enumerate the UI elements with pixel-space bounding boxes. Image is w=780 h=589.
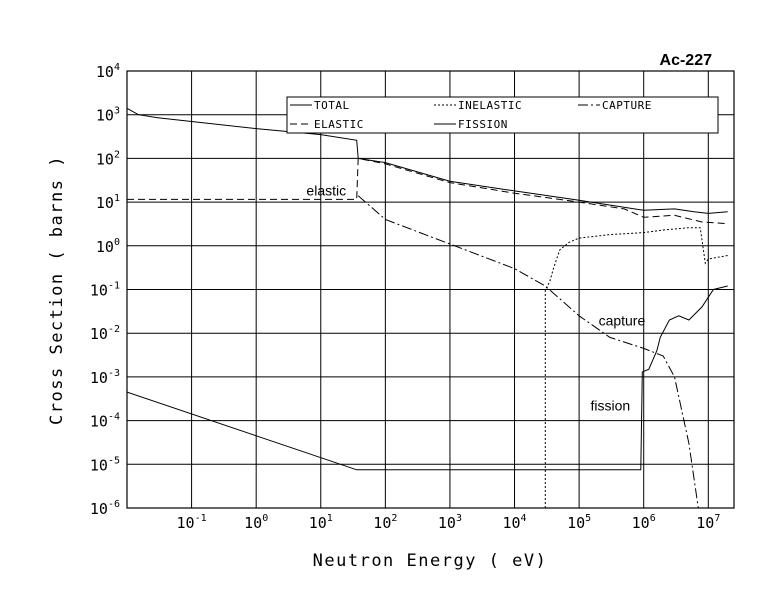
y-tick-label-8: 10-4 bbox=[90, 412, 120, 431]
y-tick-label-0: 104 bbox=[96, 62, 120, 81]
series-line-inelastic bbox=[544, 227, 728, 508]
y-tick-label-9: 10-5 bbox=[90, 455, 120, 474]
x-tick-label-6: 105 bbox=[567, 513, 591, 532]
plot-frame bbox=[126, 70, 735, 509]
legend-label-elastic: ELASTIC bbox=[314, 118, 364, 131]
series-line-elastic bbox=[127, 157, 728, 225]
annotation-capture: capture bbox=[599, 313, 646, 329]
y-tick-label-7: 10-3 bbox=[90, 368, 120, 387]
y-tick-label-5: 10-1 bbox=[90, 281, 120, 300]
legend-label-fission: FISSION bbox=[458, 118, 508, 131]
y-tick-labels: 104 103 102 101 100 10-1 10-2 10-3 10-4 10-5 10-6 bbox=[90, 62, 120, 518]
legend: TOTAL INELASTIC CAPTURE ELASTIC FISSION bbox=[286, 96, 719, 134]
legend-label-inelastic: INELASTIC bbox=[458, 99, 522, 112]
x-tick-label-2: 101 bbox=[309, 513, 333, 532]
y-tick-label-3: 101 bbox=[96, 193, 120, 212]
legend-label-capture: CAPTURE bbox=[602, 99, 652, 112]
y-axis-title: Cross Section ( barns ) bbox=[47, 155, 67, 425]
annotation-fission: fission bbox=[590, 398, 630, 414]
x-tick-label-3: 102 bbox=[373, 513, 397, 532]
y-tick-label-1: 103 bbox=[96, 106, 120, 125]
x-tick-label-8: 107 bbox=[696, 513, 720, 532]
series-lines bbox=[127, 107, 728, 508]
y-tick-label-2: 102 bbox=[96, 149, 120, 168]
x-tick-label-1: 100 bbox=[244, 513, 268, 532]
x-tick-labels: 10-1 100 101 102 103 104 105 106 107 bbox=[177, 513, 721, 532]
legend-box bbox=[286, 96, 719, 134]
y-tick-label-10: 10-6 bbox=[90, 499, 120, 518]
x-axis-title: Neutron Energy ( eV) bbox=[313, 551, 548, 571]
x-tick-label-0: 10-1 bbox=[177, 513, 207, 532]
curve-annotations: elastic capture fission bbox=[306, 183, 645, 414]
series-line-capture bbox=[357, 195, 699, 508]
y-tick-label-6: 10-2 bbox=[90, 324, 120, 343]
annotation-elastic: elastic bbox=[306, 183, 346, 199]
y-tick-label-4: 100 bbox=[96, 237, 120, 256]
grid-lines bbox=[127, 70, 734, 509]
x-tick-label-4: 103 bbox=[438, 513, 462, 532]
chart-title: Ac-227 bbox=[660, 52, 713, 69]
legend-label-total: TOTAL bbox=[314, 99, 350, 112]
x-tick-label-7: 106 bbox=[632, 513, 656, 532]
series-line-total bbox=[127, 107, 728, 214]
x-tick-label-5: 104 bbox=[502, 513, 526, 532]
series-line-fission bbox=[127, 285, 728, 471]
